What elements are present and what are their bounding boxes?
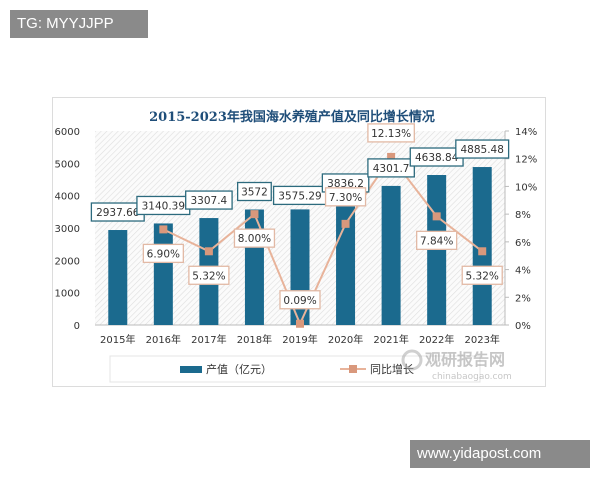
bar-value-label: 3140.39 [142, 200, 185, 212]
legend-line-marker [349, 365, 357, 373]
x-tick-label: 2015年 [100, 333, 135, 346]
growth-marker [341, 219, 350, 228]
watermark-top-badge: TG: MYYJJPP [10, 10, 148, 38]
x-tick-label: 2019年 [282, 333, 317, 346]
legend-bar-swatch [180, 366, 202, 373]
growth-value-label: 5.32% [192, 270, 225, 282]
growth-value-label-box [233, 228, 276, 248]
source-logo: 观研报告网 chinabaogao.com [401, 349, 512, 382]
y-right-tick-label: 10% [515, 182, 537, 193]
growth-value-label-box [279, 290, 321, 310]
bar-value-label: 3572 [241, 187, 268, 199]
growth-value-label-box [324, 187, 367, 207]
growth-marker [159, 225, 168, 234]
y-left-tick-label: 5000 [55, 159, 80, 170]
x-tick-label: 2016年 [146, 333, 181, 346]
bar-value-label-box [185, 190, 233, 210]
legend-bar-label: 产值（亿元） [206, 362, 272, 376]
y-right-tick-label: 8% [515, 210, 531, 221]
growth-value-label-box [367, 123, 415, 143]
y-right-tick-label: 4% [515, 266, 531, 277]
legend: 产值（亿元） 同比增长 [109, 355, 481, 383]
growth-marker [432, 212, 441, 221]
x-tick-label: 2023年 [464, 333, 499, 346]
growth-value-label-box [188, 265, 230, 285]
x-tick-label: 2017年 [191, 333, 226, 346]
bar-value-label-box [455, 139, 510, 159]
legend-line-label: 同比增长 [370, 362, 414, 376]
growth-marker [387, 152, 396, 161]
y-right-tick-label: 0% [515, 321, 531, 332]
bar-value-label: 3307.4 [191, 195, 228, 207]
growth-marker [250, 210, 259, 219]
y-left-tick-label: 4000 [55, 192, 80, 203]
source-logo-url: chinabaogao.com [432, 372, 512, 382]
growth-value-label: 8.00% [238, 233, 271, 245]
y-right-tick-label: 14% [515, 127, 537, 138]
x-tick-label: 2021年 [373, 333, 408, 346]
y-right-tick-label: 12% [515, 155, 537, 166]
bar-value-label: 4885.48 [461, 144, 504, 156]
bar [381, 185, 401, 325]
growth-value-label: 7.84% [420, 235, 453, 247]
bar [153, 223, 173, 325]
growth-value-label-box [142, 243, 184, 264]
y-left-tick-label: 3000 [55, 224, 80, 235]
bar-value-label-box [236, 181, 272, 202]
growth-value-label: 5.32% [466, 270, 499, 282]
y-right-tick-label: 6% [515, 238, 531, 249]
growth-value-label: 6.90% [147, 248, 180, 260]
bar [108, 230, 128, 325]
bar [472, 167, 492, 325]
y-left-tick-label: 2000 [55, 256, 80, 267]
growth-line [162, 155, 483, 327]
bar-value-label: 4638.84 [415, 152, 459, 164]
x-tick-label: 2022年 [419, 333, 454, 346]
x-tick-label: 2018年 [237, 333, 272, 346]
growth-value-label: 0.09% [283, 295, 316, 307]
y-left-tick-label: 0 [74, 321, 80, 332]
growth-marker [478, 247, 487, 256]
growth-marker [296, 319, 304, 328]
growth-value-label: 12.13% [371, 128, 411, 140]
bar-value-label-box [367, 158, 415, 178]
bar-value-label: 2937.66 [96, 207, 140, 219]
source-logo-name: 观研报告网 [425, 350, 505, 369]
bar-value-label: 3575.29 [278, 190, 321, 202]
source-logo-icon [401, 349, 423, 371]
y-left-tick-label: 1000 [55, 289, 80, 300]
bar [244, 209, 264, 325]
bar-value-label: 3836.2 [327, 178, 364, 190]
growth-value-label: 7.30% [329, 192, 362, 204]
y-left-tick-label: 6000 [55, 127, 80, 138]
growth-value-label-box [461, 265, 503, 285]
y-right-tick-label: 2% [515, 293, 531, 304]
bar-value-label: 4301.7 [373, 163, 410, 175]
growth-value-label-box [416, 230, 458, 251]
watermark-bottom-badge: www.yidapost.com [410, 440, 590, 468]
chart-title: 2015-2023年我国海水养殖产值及同比增长情况 [149, 109, 435, 125]
growth-marker [204, 247, 213, 256]
x-tick-label: 2020年 [328, 333, 363, 346]
bar [336, 200, 356, 325]
